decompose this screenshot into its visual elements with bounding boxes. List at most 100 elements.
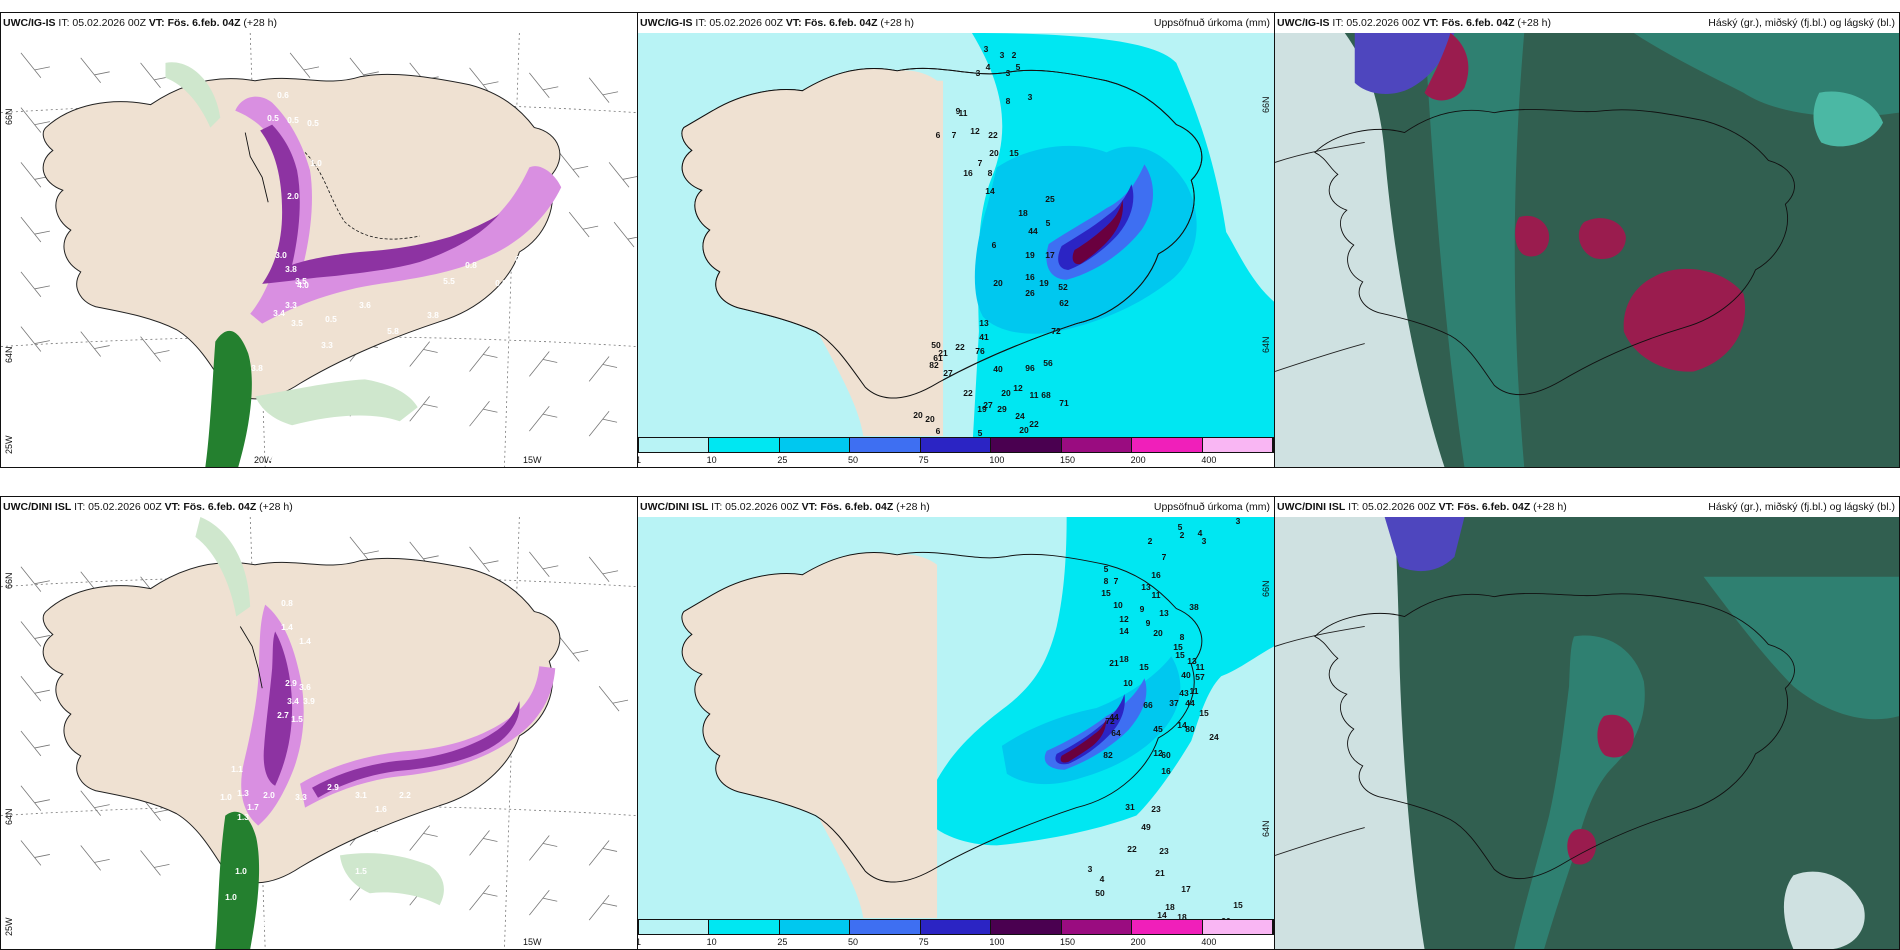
panel-product-title: Háský (gr.), miðský (fj.bl.) og lágský (… [1708, 17, 1895, 29]
legend-swatch [850, 438, 921, 452]
map-value-label: 13 [979, 317, 989, 328]
map-value-label: 9 [1139, 603, 1145, 614]
cloud-cover-map [1275, 33, 1899, 467]
map-value-label: 4 [1197, 527, 1203, 538]
panel-header: UWC/IG-IS IT: 05.02.2026 00Z VT: Fös. 6.… [1, 13, 637, 33]
panel-init-time: IT: 05.02.2026 00Z [692, 17, 786, 29]
map-value-label: 2.9 [327, 781, 339, 792]
map-value-label: 15 [1173, 641, 1183, 652]
map-value-label: 19 [1025, 249, 1035, 260]
map-value-label: 7 [977, 157, 983, 168]
legend-tick-label: 400 [1201, 937, 1217, 947]
precipitation-value-labels: 2354232758161371511109133812149208151513… [638, 497, 1274, 949]
map-value-label: 0.8 [193, 917, 205, 928]
legend-tick-label: 10 [706, 937, 717, 947]
map-value-label: 6 [935, 129, 941, 140]
map-value-label: 1.5 [291, 713, 303, 724]
map-value-label: 96 [1025, 362, 1035, 373]
map-value-label: 3 [975, 67, 981, 78]
legend-tick-label: 50 [848, 937, 859, 947]
map-value-label: 2.8 [255, 917, 267, 928]
map-value-label: 61 [933, 352, 943, 363]
map-value-label: 2.7 [285, 915, 297, 926]
map-value-label: 2 [1011, 49, 1017, 60]
snowfall-value-labels: 0.6 0.5 0.5 0.5 1.0 2.0 3.0 3.8 3.5 4.0 3.3 3.4 3.5 3… [1, 13, 637, 467]
map-value-label: 3.6 [359, 299, 371, 310]
map-value-label: 1.5 [355, 865, 367, 876]
panel-model-name: UWC/IG-IS [1277, 17, 1330, 29]
legend-color-bar [638, 437, 1274, 453]
precipitation-map [638, 33, 1274, 437]
map-value-label: 1.0 [235, 865, 247, 876]
map-value-label: 2 [1147, 535, 1153, 546]
precipitation-value-labels: 3 3 2 3 3 4 5 3 9 8 11 12 22 7 6 15 20 7 8 16 14 25 18 5 44 6 19 17… [638, 13, 1274, 467]
map-value-label: 71 [1059, 397, 1069, 408]
panel-title: UWC/DINI ISL IT: 05.02.2026 00Z VT: Fös.… [3, 497, 293, 517]
map-value-label: 12 [1119, 613, 1129, 624]
map-value-label: 66 [1143, 699, 1153, 710]
panel-title: UWC/DINI ISL IT: 05.02.2026 00Z VT: Fös.… [1277, 497, 1567, 517]
map-value-label: 17 [1181, 883, 1191, 894]
map-value-label: 0.5 [305, 905, 317, 916]
map-value-label: 20 [993, 277, 1003, 288]
map-value-label: 11 [1195, 661, 1205, 672]
legend-swatch [1202, 920, 1273, 934]
map-value-label: 22 [1127, 843, 1137, 854]
cloud-map-area [1275, 33, 1899, 467]
panel-product-title: Háský (gr.), miðský (fj.bl.) og lágský (… [1708, 501, 1895, 513]
map-value-label: 16 [1161, 765, 1171, 776]
panel-title: UWC/IG-IS IT: 05.02.2026 00Z VT: Fös. 6.… [1277, 13, 1551, 33]
map-value-label: 14 [1157, 909, 1167, 920]
panel-model-name: UWC/IG-IS [3, 17, 56, 29]
legend-tick-label: 100 [989, 937, 1005, 947]
map-value-label: 18 [1165, 901, 1175, 912]
map-value-label: 5 [1015, 61, 1021, 72]
map-value-label: 3.5 [291, 317, 303, 328]
legend-swatch [709, 438, 780, 452]
panel-header: UWC/DINI ISL IT: 05.02.2026 00Z VT: Fös.… [638, 497, 1274, 517]
map-value-label: 62 [1059, 297, 1069, 308]
legend-tick-labels: 1 10 25 50 75 100 150 200 400 [638, 453, 1274, 467]
map-value-label: 3 [999, 49, 1005, 60]
panel-title: UWC/DINI ISL IT: 05.02.2026 00Z VT: Fös.… [640, 497, 930, 517]
map-value-label: 2.7 [277, 709, 289, 720]
legend-swatch [639, 438, 710, 452]
snowfall-panel-dini-isl: UWC/DINI ISL IT: 05.02.2026 00Z VT: Fös.… [0, 496, 638, 950]
map-value-label: 3 [1087, 863, 1093, 874]
legend-swatch [920, 438, 992, 452]
map-value-label: 57 [1195, 671, 1205, 682]
map-value-label: 56 [1043, 357, 1053, 368]
map-value-label: 0.6 [277, 89, 289, 100]
map-value-label: 3.5 [295, 275, 307, 286]
panel-lead-time: (+28 h) [1514, 17, 1551, 29]
map-value-label: 2.2 [399, 789, 411, 800]
map-value-label: 38 [1189, 601, 1199, 612]
legend-tick-labels: 1 10 25 50 75 100 150 200 400 [638, 935, 1274, 949]
map-value-label: 17 [1045, 249, 1055, 260]
map-value-label: 20 [1001, 387, 1011, 398]
map-value-label: 60 [1161, 749, 1171, 760]
map-value-label: 15 [1009, 147, 1019, 158]
map-value-label: 40 [1181, 669, 1191, 680]
map-value-label: 27 [983, 399, 993, 410]
map-value-label: 3 [1235, 515, 1241, 526]
map-value-label: 1.1 [335, 931, 347, 942]
panel-lead-time: (+28 h) [240, 17, 277, 29]
map-value-label: 44 [1109, 711, 1119, 722]
map-value-label: 3.6 [299, 681, 311, 692]
precipitation-panel-ig-is: UWC/IG-IS IT: 05.02.2026 00Z VT: Fös. 6.… [637, 12, 1275, 468]
legend-swatch [1061, 438, 1133, 452]
map-value-label: 50 [1095, 887, 1105, 898]
panel-init-time: IT: 05.02.2026 00Z [71, 501, 165, 513]
map-value-label: 16 [963, 167, 973, 178]
map-value-label: 8 [987, 167, 993, 178]
map-value-label: 5.5 [443, 275, 455, 286]
cloud-cover-panel-ig-is: UWC/IG-IS IT: 05.02.2026 00Z VT: Fös. 6.… [1274, 12, 1900, 468]
map-value-label: 22 [988, 129, 998, 140]
precipitation-map-area [638, 517, 1274, 919]
snowfall-panel-ig-is: UWC/IG-IS IT: 05.02.2026 00Z VT: Fös. 6.… [0, 12, 638, 468]
map-value-label: 7 [1113, 575, 1119, 586]
legend-tick-label: 200 [1130, 937, 1146, 947]
map-value-label: 72 [1051, 325, 1061, 336]
map-value-label: 13 [1159, 607, 1169, 618]
